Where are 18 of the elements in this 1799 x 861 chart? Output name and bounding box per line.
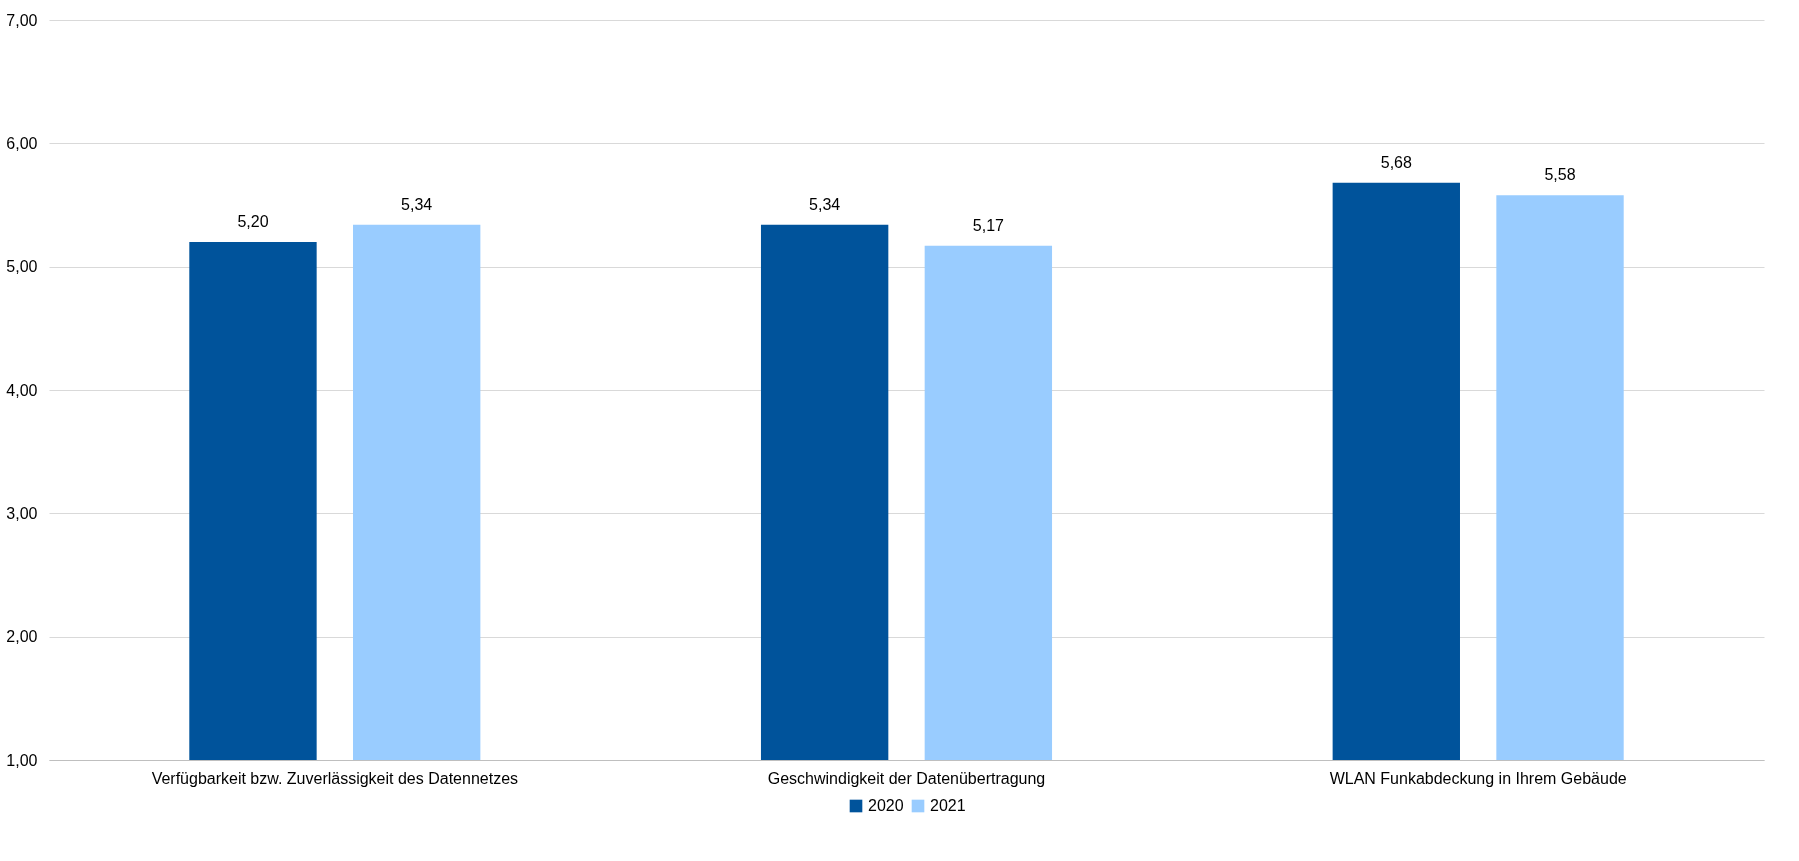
data-label: 5,17 (972, 216, 1005, 234)
x-tick-label: WLAN Funkabdeckung in Ihrem Gebäude (1329, 769, 1627, 787)
y-tick-label: 2,00 (6, 628, 38, 646)
legend-label: 2020 (868, 797, 904, 814)
y-tick-label: 3,00 (6, 504, 38, 522)
data-label: 5,20 (237, 213, 269, 230)
data-label: 5,34 (809, 195, 841, 213)
y-tick-label: 4,00 (6, 381, 38, 399)
y-tick-label: 5,00 (6, 258, 38, 276)
data-label: 5,68 (1380, 153, 1412, 171)
y-tick-label: 7,00 (6, 11, 38, 29)
legend-label: 2021 (930, 797, 966, 814)
y-tick-label: 6,00 (6, 134, 38, 152)
data-label: 5,34 (401, 195, 433, 213)
x-tick-label: Geschwindigkeit der Datenübertragung (767, 769, 1046, 787)
data-label: 5,58 (1544, 166, 1576, 184)
y-tick-label: 1,00 (6, 751, 38, 769)
x-tick-label: Verfügbarkeit bzw. Zuverlässigkeit des Datennetzes (151, 769, 519, 787)
